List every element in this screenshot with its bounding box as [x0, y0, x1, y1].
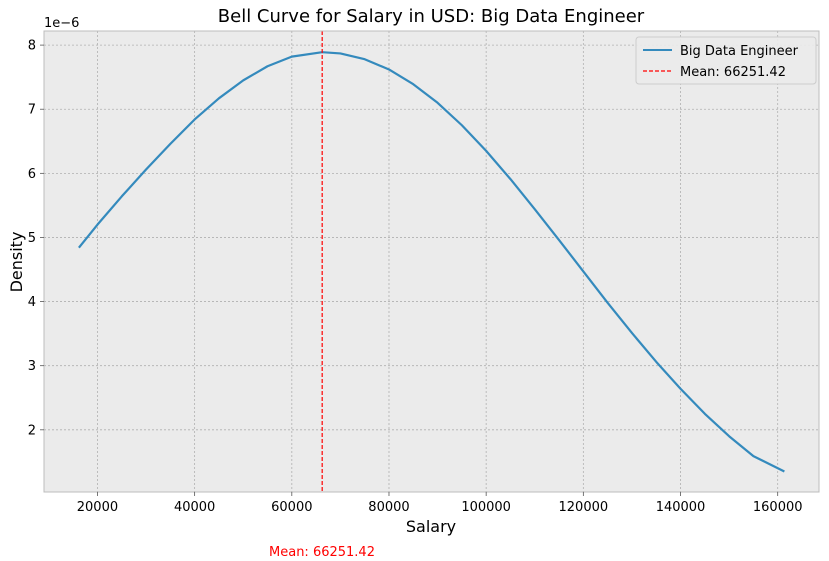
- series-line-big-data-engineer: [78, 51, 785, 473]
- x-axis-label: Salary: [406, 517, 456, 536]
- chart-title: Bell Curve for Salary in USD: Big Data E…: [218, 6, 645, 27]
- y-tick-label: 8: [28, 39, 36, 54]
- y-tick-label: 7: [28, 103, 36, 118]
- legend-series-label: Big Data Engineer: [680, 44, 799, 59]
- x-tick-label: 40000: [174, 500, 215, 515]
- y-tick-label: 2: [28, 423, 36, 438]
- plot-frame: [43, 30, 820, 493]
- series-layer: [78, 51, 785, 473]
- y-axis-label: Density: [7, 232, 26, 293]
- y-tick-label: 5: [28, 231, 36, 246]
- legend-mean-label: Mean: 66251.42: [680, 65, 786, 80]
- legend: Big Data Engineer Mean: 66251.42: [635, 36, 817, 85]
- x-axis-ticks: 20000 40000 60000 80000 100000 120000 140000 16…: [77, 492, 803, 515]
- x-tick-label: 140000: [656, 500, 706, 515]
- plot-area: [44, 31, 819, 492]
- x-tick-label: 80000: [368, 500, 409, 515]
- y-axis-ticks: 2 3 4 5 6 7 8: [28, 39, 44, 438]
- y-tick-label: 3: [28, 359, 36, 374]
- x-tick-label: 60000: [271, 500, 312, 515]
- x-tick-label: 120000: [559, 500, 609, 515]
- y-tick-label: 4: [28, 295, 36, 310]
- x-tick-label: 100000: [461, 500, 511, 515]
- mean-annotation: Mean: 66251.42: [269, 545, 375, 560]
- x-tick-label: 160000: [753, 500, 803, 515]
- legend-box: [635, 36, 817, 85]
- y-tick-label: 6: [28, 167, 36, 182]
- y-offset-label: 1e−6: [44, 16, 79, 31]
- x-tick-label: 20000: [77, 500, 118, 515]
